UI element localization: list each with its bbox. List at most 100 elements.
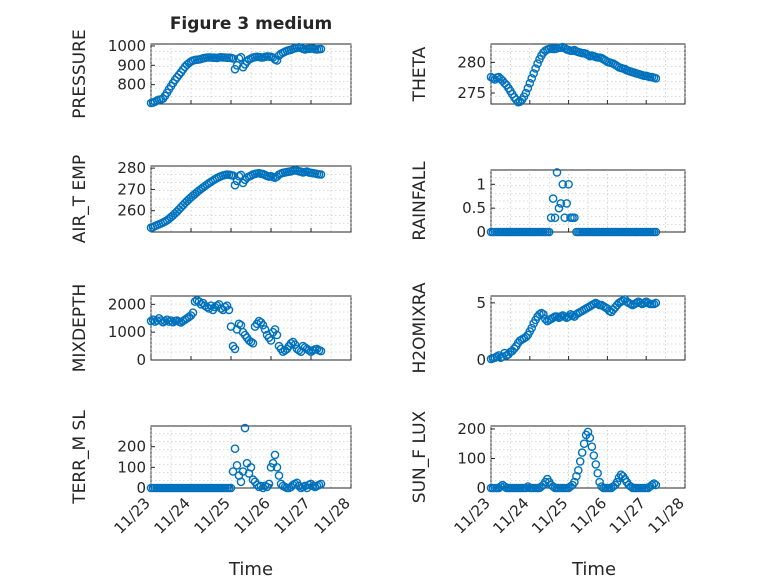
- y-axis-label: AIR_T EMP: [70, 155, 90, 243]
- data-point: [272, 56, 282, 65]
- data-point: [539, 309, 548, 319]
- subplot-5: 0 1000 2000 MIXDEPTH: [70, 284, 352, 373]
- data-point: [548, 482, 558, 491]
- data-point: [591, 460, 601, 469]
- data-point: [583, 427, 593, 437]
- data-point: [575, 457, 585, 466]
- data-point: [597, 482, 606, 491]
- data-point: [246, 462, 256, 472]
- data-point: [166, 316, 176, 325]
- subplot-4: 0 0.5 1 RAINFALL: [410, 161, 686, 241]
- data-point: [248, 475, 258, 485]
- data-point: [544, 227, 554, 237]
- y-tick-label: 5: [476, 294, 486, 312]
- data-point: [500, 482, 509, 491]
- y-axis-label: SUN_F LUX: [410, 410, 430, 503]
- data-point: [564, 179, 573, 189]
- y-tick-label: 100: [117, 458, 146, 476]
- data-point: [222, 301, 232, 311]
- data-point: [521, 332, 531, 342]
- data-point: [230, 180, 240, 190]
- data-point: [316, 44, 326, 54]
- y-tick-label: 200: [117, 438, 146, 456]
- data-point: [572, 471, 581, 481]
- data-point: [651, 298, 661, 308]
- data-point: [647, 480, 657, 490]
- data-point: [583, 50, 593, 60]
- data-point: [152, 316, 162, 325]
- data-point: [570, 477, 579, 487]
- x-axis-label-right: Time: [571, 559, 616, 580]
- data-point: [570, 213, 579, 222]
- data-point: [651, 480, 661, 490]
- y-axis-label: THETA: [410, 46, 430, 102]
- y-tick-label: 280: [457, 53, 486, 71]
- data-point: [496, 482, 506, 491]
- data-point: [535, 309, 544, 319]
- data-point: [290, 340, 300, 350]
- data-point: [256, 481, 266, 491]
- data-point: [248, 338, 258, 348]
- y-tick-label: 100: [457, 449, 486, 467]
- data-point: [585, 433, 595, 443]
- data-point: [527, 74, 537, 83]
- data-point: [316, 479, 326, 489]
- y-tick-label: 1: [476, 175, 486, 193]
- data-point: [236, 52, 246, 62]
- y-tick-label: 260: [117, 202, 146, 220]
- data-point: [541, 314, 550, 324]
- data-point: [500, 348, 509, 358]
- data-point: [651, 74, 661, 83]
- data-point: [626, 482, 636, 491]
- data-point: [556, 199, 566, 208]
- data-point: [160, 316, 170, 326]
- data-point: [232, 460, 242, 470]
- data-point: [228, 171, 238, 180]
- data-point: [230, 344, 240, 354]
- y-axis-label: TERR_M SL: [70, 410, 90, 505]
- data-point: [550, 213, 560, 222]
- data-point: [240, 423, 250, 433]
- data-point: [529, 69, 539, 78]
- y-axis-label: RAINFALL: [410, 161, 430, 241]
- data-point: [649, 479, 659, 488]
- data-point: [523, 482, 533, 491]
- subplot-8: 010020011/2311/2411/2511/2611/2711/28SUN…: [410, 410, 688, 537]
- data-point: [224, 305, 234, 315]
- y-tick-label: 2000: [108, 295, 146, 313]
- data-point: [188, 308, 198, 318]
- y-tick-label: 0: [476, 351, 486, 369]
- data-point: [554, 203, 564, 213]
- data-point: [612, 477, 622, 487]
- subplot-3: 260 270 280 AIR_T EMP: [70, 155, 352, 243]
- data-point: [230, 444, 240, 454]
- data-point: [316, 346, 326, 356]
- data-point: [264, 479, 274, 489]
- data-point: [266, 462, 276, 472]
- x-axis-label-left: Time: [228, 559, 273, 580]
- y-axis-label: PRESSURE: [70, 29, 90, 118]
- data-point: [533, 59, 542, 68]
- y-tick-label: 900: [117, 56, 146, 74]
- data-point: [148, 315, 158, 325]
- data-point: [651, 227, 661, 237]
- y-tick-label: 1000: [108, 37, 146, 55]
- figure-title: Figure 3 medium: [170, 14, 332, 34]
- data-point: [564, 312, 573, 321]
- data-point: [574, 465, 583, 475]
- y-axis-label: H2OMIXRA: [410, 282, 430, 373]
- data-point: [521, 88, 531, 98]
- y-axis-label: MIXDEPTH: [70, 284, 90, 373]
- y-tick-label: 200: [457, 420, 486, 438]
- subplot-6: 0 5 H2OMIXRA: [410, 282, 686, 374]
- data-point: [156, 316, 166, 325]
- data-point: [509, 344, 519, 353]
- data-point: [266, 336, 276, 345]
- data-point: [270, 450, 280, 460]
- data-point: [260, 325, 270, 334]
- data-point: [577, 448, 587, 457]
- subplot-2: 275 280 THETA: [410, 42, 686, 107]
- data-point: [274, 471, 284, 480]
